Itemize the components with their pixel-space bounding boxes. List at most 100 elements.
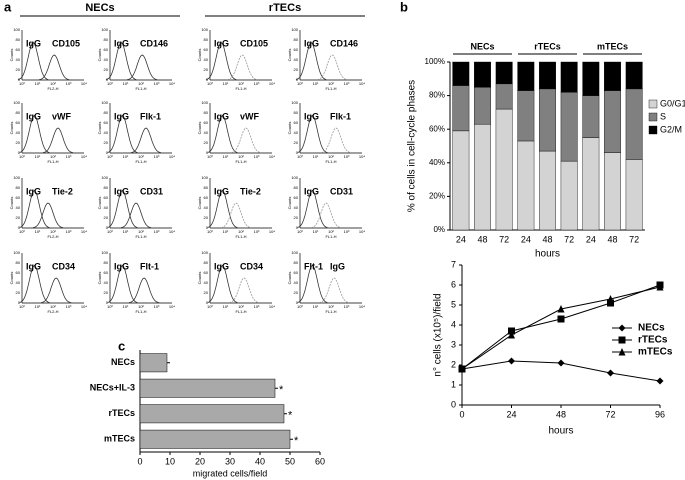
y-tick-label: 80 [204,260,209,265]
y-axis-label: Counts [287,122,292,135]
x-tick-label: 10¹ [123,304,129,309]
bar-segment [495,61,513,85]
marker-label: CD31 [330,186,353,196]
marker-label: IgG [114,261,129,271]
bar-segment [539,150,556,231]
x-axis-label: hours [535,249,560,260]
y-tick-label: 100 [291,250,298,255]
y-tick-label: 20 [104,215,109,220]
y-axis-label: Counts [9,272,14,285]
y-tick-label: 80 [16,185,21,190]
point [607,369,614,377]
x-tick-label: 10 [165,456,175,466]
y-tick-label: 0 [206,300,209,305]
histogram-curve [39,54,70,81]
x-tick-label: 10⁴ [81,229,87,234]
x-tick-label: 10¹ [223,304,229,309]
x-tick-label: 10⁴ [269,304,275,309]
x-tick-label: 10⁰ [107,81,113,86]
x-tick-label: 10² [238,304,244,309]
bar-segment [625,88,643,160]
y-tick-label: 0% [433,225,445,234]
point [557,359,565,367]
marker-label: IgG [304,186,319,196]
significance-mark: * [279,384,284,396]
x-tick-label: 0 [137,456,142,466]
legend-label: S [660,111,666,121]
histogram-curve [107,114,138,153]
y-tick-label: 0 [18,225,21,230]
x-tick-label: 10² [50,229,56,234]
x-tick-label: 24 [506,409,516,419]
y-tick-label: 0 [296,150,299,155]
x-tick-label: 10² [138,304,144,309]
x-tick-label: 24 [521,234,531,244]
marker-label: IgG [26,111,41,121]
point [607,299,614,307]
marker-label: IgG [114,38,129,48]
x-axis-label: FL1-H [325,234,336,239]
marker-label: Flt-1 [140,261,159,271]
y-tick-label: 80 [104,185,109,190]
series-line [461,284,661,370]
x-tick-label: 10² [238,229,244,234]
x-tick-label: 10³ [154,81,160,86]
x-axis-label: migrated cells/field [193,468,268,478]
x-tick-label: 10³ [344,229,350,234]
y-tick-label: 20 [204,290,209,295]
x-tick-label: 10¹ [35,229,41,234]
x-tick-label: 10² [328,304,334,309]
y-tick-label: 100 [291,100,298,105]
x-tick-label: 10⁰ [297,229,303,234]
y-tick-label: 100 [101,175,108,180]
y-tick-label: 40 [104,57,109,62]
y-tick-label: NECs+IL-3 [90,383,135,393]
y-tick-label: 60 [104,47,109,52]
y-tick-label: 80 [104,110,109,115]
y-tick-label: 80 [104,37,109,42]
group-label: NECs [85,2,114,14]
point [618,324,626,332]
x-axis-label: FL1-H [135,234,146,239]
point [618,348,626,356]
y-tick-label: 100 [201,27,208,32]
x-tick-label: 72 [605,409,615,419]
legend-label: mTECs [638,347,673,358]
x-tick-label: 48 [607,234,617,244]
y-tick-label: 0 [18,300,21,305]
x-tick-label: 10³ [254,229,260,234]
x-tick-label: 10² [50,154,56,159]
x-tick-label: 10⁴ [359,81,365,86]
histogram-curve [297,264,328,303]
y-tick-label: 20% [429,192,445,201]
y-tick-label: 60 [204,120,209,125]
marker-label: vWF [240,111,260,121]
bar-segment [452,130,470,231]
bar [139,429,291,449]
x-tick-label: 10² [50,304,56,309]
x-tick-label: 10³ [344,304,350,309]
y-axis-label: Counts [9,49,14,62]
y-tick-label: 20 [294,140,299,145]
bar-segment [604,90,621,153]
x-tick-label: 10⁰ [19,154,25,159]
x-tick-label: 10¹ [223,229,229,234]
y-tick-label: 60 [204,270,209,275]
x-tick-label: 10⁰ [19,81,25,86]
x-axis-label: FL1-H [235,159,246,164]
x-tick-label: 10⁰ [107,229,113,234]
x-axis-label: FL1-H [325,86,336,91]
x-axis-label: FL1-H [235,86,246,91]
histogram-curve [32,202,64,229]
x-tick-label: 96 [655,409,665,419]
x-tick-label: 10⁴ [81,81,87,86]
y-tick-label: 80 [16,37,21,42]
histogram-curve [319,277,350,304]
y-tick-label: 20 [16,215,21,220]
y-tick-label: 40 [16,57,21,62]
histogram-curve [18,41,49,80]
y-tick-label: 60 [294,270,299,275]
x-tick-label: 10¹ [123,229,129,234]
x-axis-label: FL2-H [47,86,58,91]
y-tick-label: 0 [206,225,209,230]
